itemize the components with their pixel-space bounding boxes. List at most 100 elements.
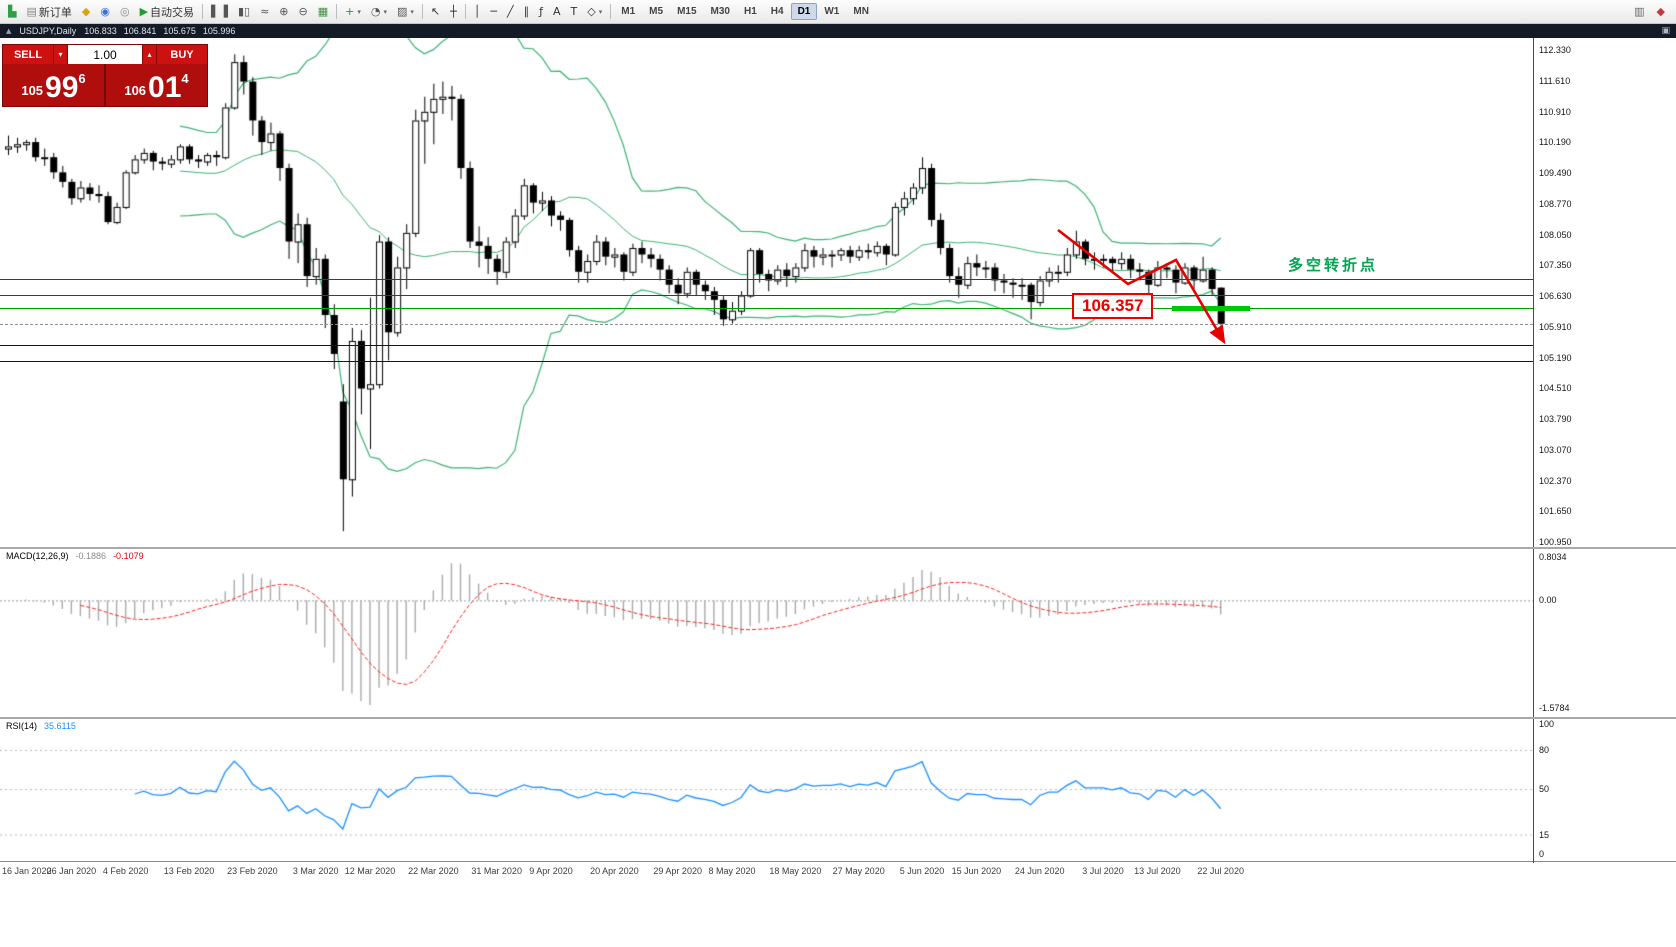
line-chart-button[interactable]: ≈ bbox=[255, 1, 274, 23]
volume-increase-button[interactable]: ▴ bbox=[142, 45, 157, 64]
candlestick-button[interactable]: ▮▯ bbox=[233, 1, 255, 23]
buy-price-big: 01 bbox=[148, 71, 182, 104]
periods-button[interactable]: ◔ ▾ bbox=[366, 1, 392, 23]
zoom-out-button[interactable]: ⊖ bbox=[294, 1, 313, 23]
tile-windows-button[interactable]: ▦ bbox=[313, 1, 333, 23]
turning-point-label[interactable]: 多空转折点 bbox=[1288, 258, 1379, 274]
shapes-button[interactable]: ◇ ▾ bbox=[582, 1, 607, 23]
text-label-button[interactable]: T bbox=[566, 1, 583, 23]
market-watch-button[interactable]: ◆ bbox=[77, 1, 95, 23]
toolbar-separator bbox=[202, 4, 204, 19]
rsi-splitter[interactable] bbox=[0, 717, 1676, 719]
sell-price-big: 99 bbox=[45, 71, 79, 104]
price-axis-label: 108.050 bbox=[1539, 229, 1572, 240]
rsi-axis-label: 50 bbox=[1539, 784, 1550, 794]
text-button[interactable]: A bbox=[548, 1, 566, 23]
resistance-line-2[interactable] bbox=[0, 295, 1533, 297]
buy-button[interactable]: 106 01 4 bbox=[106, 64, 207, 106]
timeframe-h1-button[interactable]: H1 bbox=[743, 6, 757, 17]
price-axis[interactable]: 112.330 111.610 110.910 110.190 109.490 108.7… bbox=[1533, 38, 1676, 863]
ohlc-values: 106.833 106.841 105.675 105.996 bbox=[84, 26, 235, 36]
cursor-button[interactable]: ↖ bbox=[426, 1, 445, 23]
channel-button[interactable]: ∥ bbox=[519, 1, 535, 23]
cursor-icon: ↖ bbox=[430, 5, 441, 18]
price-axis-label: 101.650 bbox=[1539, 506, 1572, 517]
market-watch-icon: ◆ bbox=[81, 5, 91, 18]
community-button[interactable]: ◎ bbox=[115, 1, 135, 23]
bid-price-line[interactable] bbox=[0, 323, 1533, 325]
buy-price-prefix: 106 bbox=[124, 83, 147, 98]
resistance-line-1[interactable] bbox=[0, 279, 1533, 281]
periods-icon: ◔ bbox=[370, 5, 381, 18]
new-order-icon: ▤ bbox=[26, 5, 37, 18]
price-axis-label: 103.790 bbox=[1539, 414, 1572, 424]
buy-price-sup: 4 bbox=[181, 71, 189, 86]
autotrading-button-label: 自动交易 bbox=[150, 6, 195, 19]
caret-down-icon: ▾ bbox=[357, 7, 361, 16]
sell-button[interactable]: 105 99 6 bbox=[3, 64, 106, 106]
autotrading-icon: ▶ bbox=[139, 5, 149, 18]
autotrading-button[interactable]: ▶ 自动交易 bbox=[135, 1, 199, 23]
chart-shift-button[interactable]: ▥ bbox=[1629, 1, 1649, 23]
toolbar-right-icons: ▥ ◆ bbox=[1629, 1, 1673, 23]
caret-down-icon: ▾ bbox=[410, 7, 414, 16]
chart-menu-icon[interactable]: ▣ bbox=[1661, 26, 1670, 36]
fibonacci-icon: ƒ bbox=[539, 5, 543, 18]
price-callout[interactable]: 106.357 bbox=[1072, 293, 1154, 319]
indicators-button[interactable]: + ▾ bbox=[340, 1, 366, 23]
text-label-icon: T bbox=[570, 5, 578, 18]
sell-price-sup: 6 bbox=[78, 71, 86, 86]
toolbar-separator bbox=[464, 4, 466, 19]
metaquotes-button[interactable]: ◆ bbox=[1652, 1, 1670, 23]
buy-label[interactable]: BUY bbox=[157, 45, 207, 64]
rsi-title: RSI(14) bbox=[6, 721, 38, 731]
ohlc-close: 105.996 bbox=[202, 26, 236, 36]
timeframe-d1-button[interactable]: D1 bbox=[790, 3, 818, 20]
zoom-in-button[interactable]: ⊕ bbox=[274, 1, 293, 23]
target-line-1[interactable] bbox=[0, 344, 1533, 346]
timeframe-m5-button[interactable]: M5 bbox=[649, 6, 664, 17]
chart-marker-icon: ▲ bbox=[6, 27, 12, 35]
price-axis-label: 105.190 bbox=[1539, 352, 1572, 363]
rsi-axis-label: 100 bbox=[1539, 719, 1555, 729]
ohlc-open: 106.833 bbox=[84, 26, 117, 36]
new-order-button-label: 新订单 bbox=[38, 6, 72, 19]
timeframe-m15-button[interactable]: M15 bbox=[677, 6, 697, 17]
rsi-axis-label: 80 bbox=[1539, 745, 1550, 755]
bar-chart-button[interactable]: ▌▐ bbox=[206, 1, 233, 23]
target-line-2[interactable] bbox=[0, 361, 1533, 363]
macd-label: MACD(12,26,9) -0.1886 -0.1079 bbox=[6, 551, 144, 561]
templates-button[interactable]: ▨ ▾ bbox=[392, 1, 419, 23]
macd-splitter[interactable] bbox=[0, 547, 1676, 549]
volume-decrease-button[interactable]: ▾ bbox=[53, 45, 68, 64]
volume-input[interactable] bbox=[68, 45, 142, 64]
terminal-logo[interactable]: ▙ bbox=[3, 1, 21, 23]
crosshair-button[interactable]: ┼ bbox=[445, 1, 462, 23]
timeframe-w1-button[interactable]: W1 bbox=[824, 6, 840, 17]
price-axis-label: 100.950 bbox=[1539, 537, 1572, 547]
timeframe-h4-button[interactable]: H4 bbox=[770, 6, 784, 17]
new-order-button[interactable]: ▤ 新订单 bbox=[21, 1, 76, 23]
tile-windows-icon: ▦ bbox=[317, 5, 329, 18]
trendline-button[interactable]: ╱ bbox=[502, 1, 519, 23]
vertical-line-button[interactable]: │ bbox=[469, 1, 486, 23]
sell-label[interactable]: SELL bbox=[3, 45, 53, 64]
candlestick-icon: ▮▯ bbox=[237, 5, 251, 18]
support-line[interactable] bbox=[0, 308, 1533, 310]
sell-price-prefix: 105 bbox=[21, 83, 44, 98]
horizontal-line-button[interactable]: ─ bbox=[485, 1, 502, 23]
fibonacci-button[interactable]: ƒ bbox=[534, 1, 548, 23]
price-axis-label: 103.070 bbox=[1539, 444, 1572, 455]
macd-value-main: -0.1886 bbox=[75, 551, 107, 561]
timeframe-m30-button[interactable]: M30 bbox=[710, 6, 730, 17]
price-axis-border bbox=[1533, 38, 1534, 863]
navigator-button[interactable]: ◉ bbox=[95, 1, 115, 23]
support-highlight-segment[interactable] bbox=[1172, 306, 1250, 312]
timeframe-mn-button[interactable]: MN bbox=[853, 6, 869, 17]
price-axis-label: 102.370 bbox=[1539, 475, 1572, 486]
toolbar: ▙ ▤ 新订单 ◆ ◉ ◎ ▶ 自动交易 ▌▐ ▮▯ ≈ ⊕ ⊖ ▦ + ▾ ◔ ▾ ▨ ▾ ↖ ┼ │ ─ ╱ ∥ ƒ A T ◇ ▾ M1… bbox=[0, 0, 1676, 24]
zoom-in-icon: ⊕ bbox=[279, 5, 289, 18]
timeframe-m1-button[interactable]: M1 bbox=[621, 6, 636, 17]
price-axis-label: 108.770 bbox=[1539, 198, 1572, 209]
